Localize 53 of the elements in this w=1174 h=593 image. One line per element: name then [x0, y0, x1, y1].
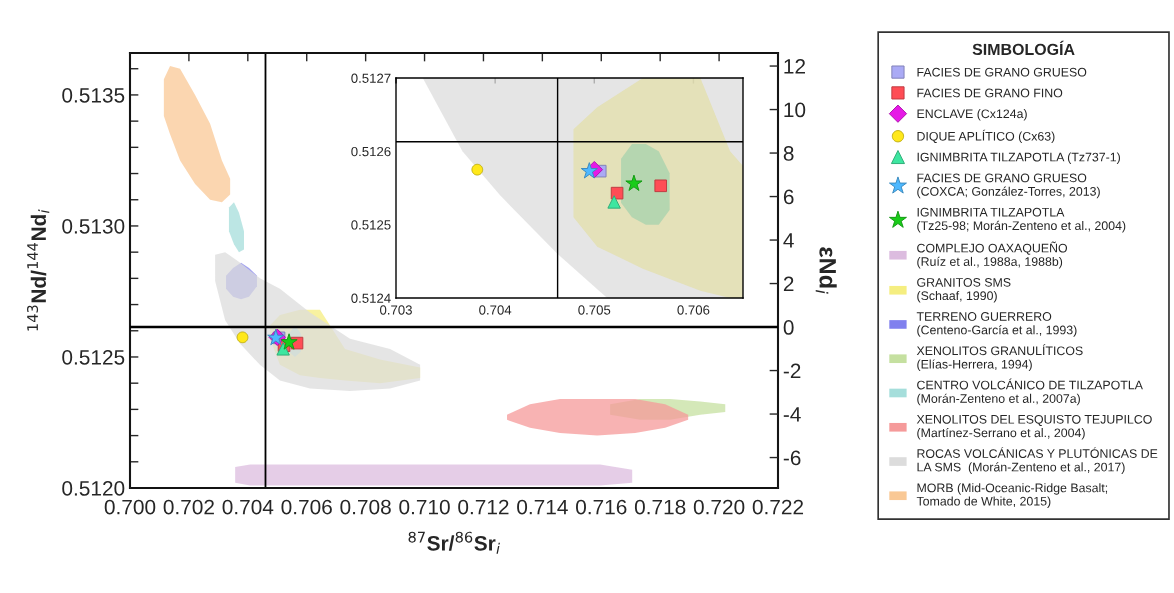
legend-label: TERRENO GUERRERO (Centeno-García et al., 1993): [916, 312, 1077, 337]
x-tick-label: 0.720: [693, 499, 745, 515]
x-tick-label: 0.704: [222, 499, 274, 515]
x-tick-label: 0.708: [340, 499, 391, 515]
x-tick-label: 0.702: [163, 499, 214, 515]
y-tick-label: 0.5126: [351, 146, 391, 157]
y2-tick-label: 10: [784, 102, 806, 118]
x-tick-label: 0.716: [576, 499, 627, 515]
legend-label: DIQUE APLÍTICO (Cx63): [917, 129, 1055, 144]
x-tick-label: 0.704: [479, 305, 512, 315]
legend-label: XENOLITOS DEL ESQUISTO TEJUPILCO (Martínez-Serrano et al., 2004): [916, 414, 1152, 440]
y-tick-label: 0.5124: [351, 293, 391, 303]
legend-label: IGNIMBRITA TILZAPOTLA (Tz737-1): [917, 152, 1120, 164]
y-tick-label: 0.5130: [62, 218, 125, 234]
legend-label: MORB (Mid-Oceanic-Ridge Basalt; Tomado de White, 2015): [916, 483, 1108, 508]
legend-label: FACIES DE GRANO FINO: [917, 88, 1063, 98]
y2-tick-label: 0: [783, 320, 794, 335]
legend-label: CENTRO VOLCÁNICO DE TILZAPOTLA (Morán-Zenteno et al., 2007a): [917, 378, 1143, 406]
x-tick-label: 0.722: [752, 499, 804, 515]
y2-tick-label: 6: [783, 189, 794, 205]
y-tick-label: 0.5127: [351, 73, 391, 83]
y-axis-title: $^{143}$Nd/$^{144}$Nd$_{i}$: [27, 209, 50, 331]
x-tick-label: 0.718: [634, 499, 686, 515]
y2-tick-label: -6: [783, 450, 801, 466]
x-axis-title: $^{87}$Sr/$^{86}$Sr$_{i}$: [408, 531, 500, 554]
legend-label: IGNIMBRITA TILZAPOTLA (Tz25-98; Morán-Zenteno et al., 2004): [917, 207, 1126, 233]
y-tick-label: 0.5125: [351, 220, 391, 230]
y2-axis-title: εNd$_{i}$: [815, 247, 837, 294]
y2-tick-label: 12: [784, 59, 805, 74]
y2-tick-label: 2: [783, 276, 794, 292]
legend-label: GRANITOS SMS (Schaaf, 1990): [917, 278, 1011, 303]
x-tick-label: 0.706: [281, 499, 332, 515]
y2-tick-label: -4: [783, 407, 801, 422]
x-tick-label: 0.714: [517, 499, 568, 515]
legend-label: FACIES DE GRANO GRUESO: [917, 67, 1087, 77]
legend-title: SIMBOLOGÍA: [972, 40, 1075, 56]
y-tick-label: 0.5120: [62, 481, 125, 496]
y2-tick-label: 8: [783, 146, 794, 161]
y-tick-label: 0.5135: [62, 87, 125, 103]
x-tick-label: 0.706: [677, 305, 710, 315]
y2-tick-label: 4: [783, 233, 794, 248]
x-tick-label: 0.705: [578, 305, 611, 315]
x-tick-label: 0.700: [104, 499, 156, 515]
y-tick-label: 0.5125: [62, 349, 125, 365]
legend-label: FACIES DE GRANO GRUESO (COXCA; González-Torres, 2013): [917, 173, 1100, 199]
x-tick-label: 0.710: [399, 499, 450, 515]
x-tick-label: 0.712: [458, 499, 509, 515]
legend-label: ROCAS VOLCÁNICAS Y PLUTÓNICAS DE LA SMS (Morán-Zenteno et al., 2017): [917, 447, 1158, 474]
x-tick-label: 0.703: [380, 305, 412, 315]
legend-label: COMPLEJO OAXAQUEÑO (Ruíz et al., 1988a, 1988b): [917, 241, 1068, 269]
y2-tick-label: -2: [783, 363, 801, 379]
legend-label: XENOLITOS GRANULÍTICOS (Elías-Herrera, 1994): [916, 344, 1083, 372]
legend-label: ENCLAVE (Cx124a): [917, 109, 1027, 121]
